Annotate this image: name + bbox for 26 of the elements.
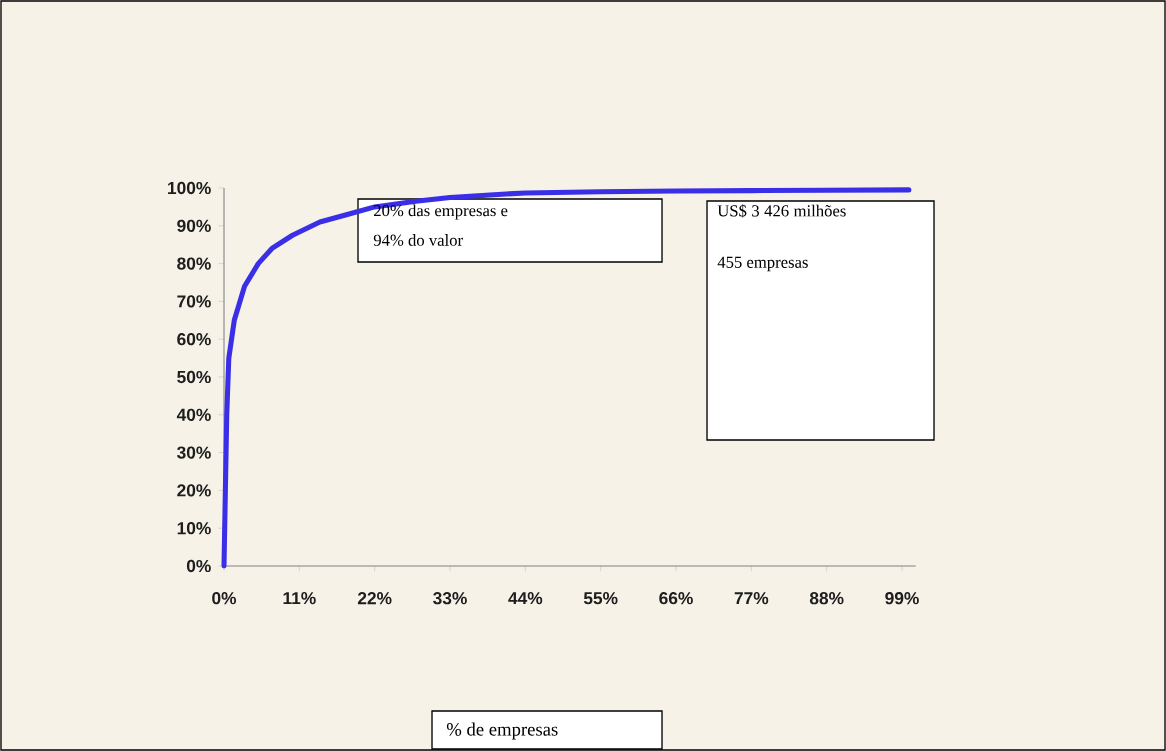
x-tick-label: 99% bbox=[885, 592, 919, 605]
x-tick-label: 22% bbox=[357, 592, 392, 605]
y-tick-label: 90% bbox=[177, 219, 211, 232]
x-tick-label: 77% bbox=[734, 592, 769, 605]
text: % de empresas bbox=[446, 722, 558, 740]
x-tick-label: 11% bbox=[283, 592, 316, 605]
annotation: 455 empresas bbox=[717, 256, 808, 272]
x-tick-label: 88% bbox=[809, 592, 844, 605]
x-tick-label: 66% bbox=[659, 592, 693, 605]
y-tick-label: 80% bbox=[177, 257, 211, 270]
annotation: 20% das empresas e bbox=[374, 204, 508, 220]
y-tick-label: 40% bbox=[176, 408, 211, 421]
annotation: 94% do valor bbox=[373, 234, 463, 246]
x-tick-label: 44% bbox=[508, 592, 543, 605]
y-tick-label: 50% bbox=[177, 370, 211, 384]
x-tick-label: 55% bbox=[583, 592, 618, 605]
x-tick-label: 33% bbox=[433, 592, 467, 605]
y-tick-label: 70% bbox=[177, 295, 211, 308]
y-tick-label: 60% bbox=[177, 333, 211, 346]
y-tick-label: 100% bbox=[168, 181, 211, 195]
y-tick-label: 10% bbox=[177, 522, 211, 535]
annotation: US$ 3 426 milhões bbox=[717, 204, 846, 218]
x-tick-label: 0% bbox=[212, 592, 237, 605]
y-tick-label: 20% bbox=[177, 484, 211, 497]
y-tick-label: 30% bbox=[177, 446, 211, 459]
y-tick-label: 0% bbox=[186, 559, 211, 573]
